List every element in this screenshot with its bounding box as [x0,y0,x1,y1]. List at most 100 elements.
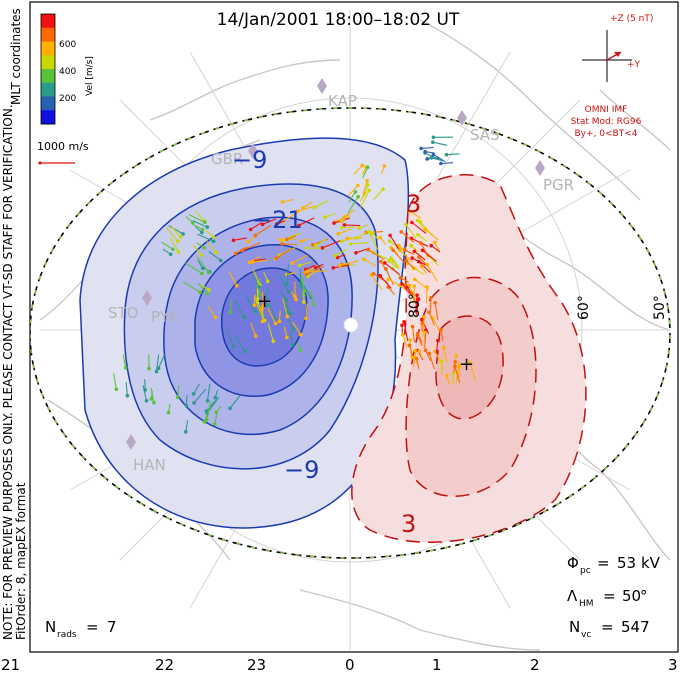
svg-text:vc: vc [581,630,591,640]
velocity-vector [267,307,276,324]
velocity-vector [428,311,435,326]
velocity-vector-origin [199,253,203,257]
velocity-vector-origin [431,135,436,140]
velocity-vector [402,334,408,348]
velocity-vector-origin [176,239,180,244]
velocity-vector [161,241,174,250]
velocity-vector-origin [439,161,443,166]
velocity-vector [412,326,415,343]
velocity-vector [305,303,308,319]
velocity-vector-origin [433,300,437,305]
velocity-vector-origin [191,220,195,225]
velocity-vector [414,250,426,261]
colorbar-segment [41,41,55,56]
velocity-vector [415,299,419,313]
station-label-kap: KAP [328,92,357,110]
velocity-vector-origin [453,364,457,369]
velocity-vector-origin [442,345,446,350]
velocity-vector [165,227,179,242]
velocity-vector [278,310,281,322]
station-markers [126,78,545,450]
velocity-vector-origin [365,183,370,187]
colorbar-border [40,13,56,125]
velocity-vector-origin [314,243,318,247]
colorbar-segment [41,69,55,84]
velocity-vector [428,353,436,370]
velocity-vector-origin [431,152,436,157]
negative-potential-cell [79,137,410,529]
contour-label-pos-upper: 3 [406,190,421,218]
velocity-vector-origin [123,366,128,370]
velocity-vector-origin [354,236,359,240]
vector-scale-dot [38,161,42,165]
velocity-vector [367,249,385,261]
velocity-vector-origin [415,333,420,338]
velocity-vector-origin [323,215,327,219]
velocity-vector-origin [213,395,218,400]
velocity-vector [306,270,327,272]
velocity-vector [417,234,428,242]
svg-text:=: = [601,618,614,636]
velocity-vector-origin [367,230,372,235]
velocity-vector-origin [266,303,270,308]
velocity-vector-origin [417,349,422,354]
velocity-vector-origin [404,258,409,263]
velocity-vector [315,238,327,246]
velocity-vector-origin [178,235,183,239]
velocity-vector-origin [342,223,347,227]
svg-text:Λ: Λ [567,587,578,605]
velocity-vector [356,229,371,239]
velocity-vector-origin [413,277,417,282]
velocity-vector [234,300,245,318]
velocity-vector-origin [255,300,260,305]
velocity-vector-origin [378,273,383,278]
lat-label-60: 60° [576,295,592,320]
velocity-vector-origin [400,323,404,328]
colorbar-segment [41,55,55,70]
lambda-hm-readout: Λ HM = 50 ° [567,587,648,609]
station-marker-han [126,434,136,450]
potential-minimum-marker: + [257,291,272,312]
velocity-vector [192,220,208,228]
velocity-vector [422,316,425,337]
velocity-vector-origin [298,332,303,337]
colorbar-label: Vel [m/s] [85,56,95,96]
velocity-vector-origin [298,348,303,352]
velocity-vector [206,383,211,401]
velocity-vector [229,395,241,409]
velocity-vector-origin [305,269,309,274]
velocity-vector [234,335,246,352]
velocity-vector-origin [371,272,376,276]
velocity-vector-origin [302,300,306,304]
velocity-vector-origin [367,188,371,193]
velocity-vector-origin [320,246,325,250]
velocity-vector-origin [354,251,358,255]
velocity-vector-origin [356,194,360,199]
velocity-vector-origin [211,235,216,239]
contour-label-pos-lower: 3 [401,510,416,538]
velocity-vector [252,269,261,286]
preview-note: NOTE: FOR PREVIEW PURPOSES ONLY. PLEASE … [1,104,15,640]
velocity-vector-origin [212,422,217,426]
velocity-vector [413,267,425,275]
velocity-vector [405,224,417,239]
velocity-vector-origin [299,239,303,243]
station-label-sto: STO [108,304,139,322]
velocity-vector-origin [291,327,296,332]
velocity-vector-origin [415,293,419,298]
velocity-vector [403,321,409,341]
velocity-vector [347,196,359,214]
velocity-vector-origin [370,231,375,235]
velocity-vector [341,226,356,229]
lambda-hm-value: 50 [622,587,641,605]
velocity-vector [411,222,427,234]
velocity-vector-origin [457,362,462,367]
velocity-vector-origin [407,283,412,288]
velocity-vector-origin [445,374,449,378]
velocity-vector-origin [415,218,420,223]
velocity-vector [206,240,217,254]
velocity-vector-origin [214,250,219,255]
velocity-vector [388,260,398,269]
velocity-vector [344,224,361,227]
velocity-vector-origin [356,183,360,188]
